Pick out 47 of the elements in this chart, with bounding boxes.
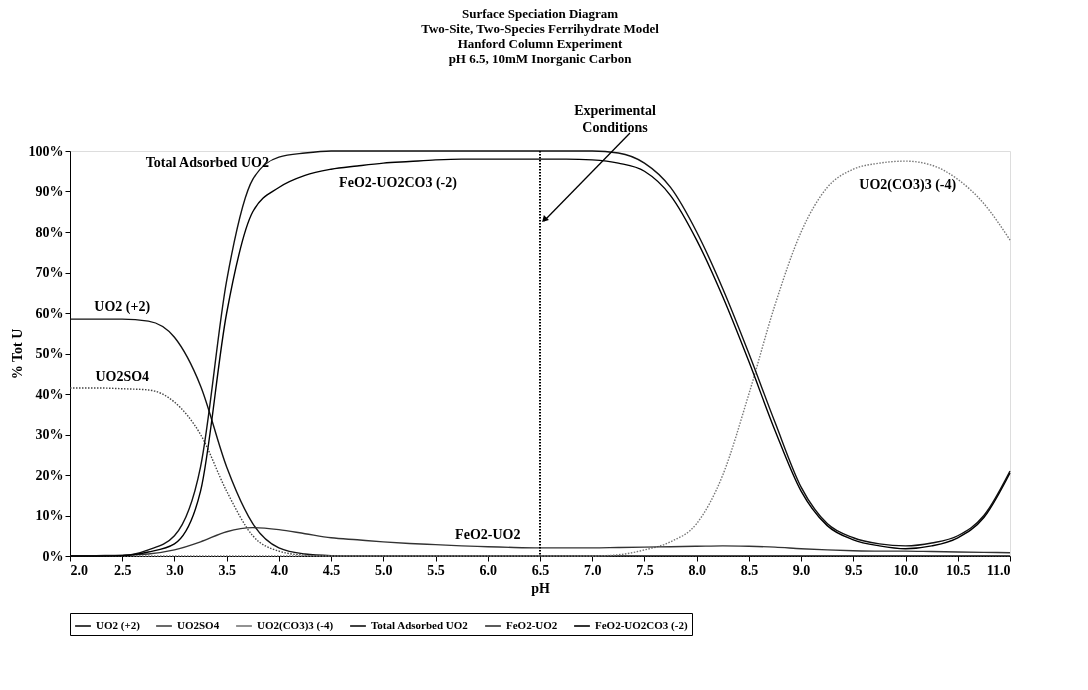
annotation: UO2(CO3)3 (-4) — [859, 177, 957, 194]
x-tick-label: 11.0 — [986, 562, 1011, 578]
legend-label: UO2(CO3)3 (-4) — [257, 619, 334, 632]
annotation: UO2 (+2) — [94, 299, 151, 316]
legend-label: UO2SO4 — [177, 619, 220, 631]
x-tick-label: 6.5 — [531, 562, 550, 578]
x-tick-label: 3.0 — [166, 562, 184, 578]
chart-subtitle: Two-Site, Two-Species Ferrihydrate Model Hanford Column Experiment pH 6.5, 10mM Inorganic Carbon — [421, 21, 660, 66]
annotation: Total Adsorbed UO2 — [145, 155, 269, 171]
x-tick-label: 4.0 — [270, 562, 289, 578]
y-tick-label: 50% — [35, 346, 64, 361]
y-tick-label: 100% — [28, 143, 64, 159]
x-tick-label: 9.0 — [792, 562, 811, 578]
y-tick-label: 0% — [42, 548, 64, 564]
chart-title: Surface Speciation Diagram — [462, 6, 619, 21]
x-tick-label: 10.5 — [946, 562, 971, 578]
annotation: UO2SO4 — [95, 368, 150, 384]
annotation: FeO2-UO2CO3 (-2) — [339, 175, 458, 192]
legend-label: UO2 (+2) — [96, 619, 141, 632]
x-tick-label: 4.5 — [322, 562, 341, 578]
x-tick-label: 8.5 — [740, 562, 759, 578]
y-tick-label: 70% — [35, 265, 64, 280]
legend-label: FeO2-UO2 — [506, 619, 558, 631]
x-tick-label: 7.5 — [636, 562, 654, 578]
x-tick-label: 2.0 — [70, 562, 88, 578]
x-tick-label: 3.5 — [218, 562, 236, 578]
legend-label: FeO2-UO2CO3 (-2) — [595, 619, 688, 632]
x-tick-label: 7.0 — [583, 562, 602, 578]
x-axis-title: pH — [531, 580, 550, 596]
y-tick-label: 20% — [35, 467, 64, 483]
y-tick-label: 60% — [35, 305, 64, 321]
x-tick-label: 9.5 — [845, 562, 863, 578]
x-tick-label: 5.0 — [375, 562, 393, 578]
annotation: FeO2-UO2 — [455, 526, 521, 542]
y-tick-label: 90% — [35, 184, 64, 199]
y-tick-label: 10% — [35, 508, 64, 523]
x-tick-label: 10.0 — [893, 562, 919, 578]
y-tick-label: 40% — [35, 386, 64, 402]
x-tick-label: 6.0 — [479, 562, 498, 578]
y-tick-label: 30% — [35, 427, 64, 442]
ref-line-label: Experimental Conditions — [574, 103, 656, 135]
x-tick-label: 2.5 — [113, 562, 132, 578]
y-axis-title: % Tot U — [9, 328, 25, 380]
x-tick-label: 8.0 — [688, 562, 706, 578]
legend-label: Total Adsorbed UO2 — [371, 619, 469, 631]
x-tick-label: 5.5 — [427, 562, 445, 578]
y-tick-label: 80% — [35, 224, 64, 240]
